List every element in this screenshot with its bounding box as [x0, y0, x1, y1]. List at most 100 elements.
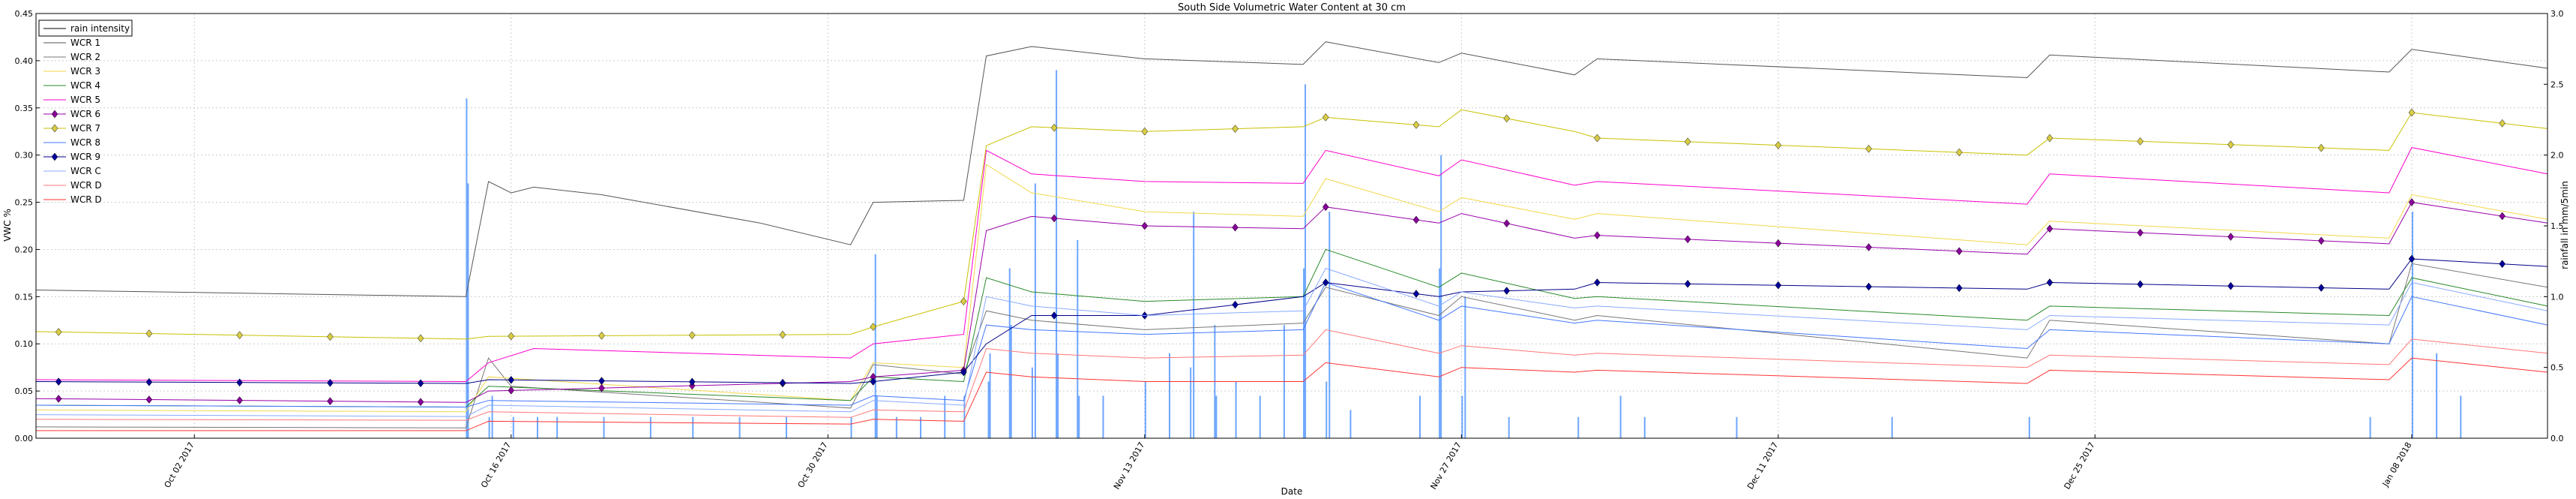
series-marker-7: [2317, 143, 2325, 152]
y-tick-label: 0.30: [15, 151, 34, 161]
y-tick-label: 0.10: [15, 339, 34, 349]
legend-label: rain intensity: [70, 23, 130, 34]
rain-bar: [1440, 155, 1442, 438]
rain-bar: [491, 395, 493, 438]
series-marker-9: [1503, 287, 1511, 295]
series-marker-6: [598, 383, 605, 392]
series-marker-7: [55, 328, 62, 336]
series-marker-6: [1232, 223, 1239, 232]
series-marker-7: [1955, 148, 1963, 157]
series-marker-9: [236, 378, 243, 387]
series-marker-6: [1955, 247, 1963, 256]
rain-bar: [1056, 70, 1058, 438]
series-marker-6: [2499, 212, 2506, 221]
series-marker-7: [1232, 125, 1239, 134]
legend-label: WCR 7: [70, 123, 100, 134]
rain-bar: [1235, 381, 1237, 438]
series-marker-9: [1594, 278, 1601, 287]
series-marker-7: [598, 331, 605, 340]
legend-marker: [51, 152, 58, 161]
series-marker-9: [2227, 281, 2234, 290]
series-marker-6: [236, 396, 243, 404]
rain-bar: [1190, 367, 1192, 438]
rain-bar: [692, 416, 694, 438]
series-marker-7: [1594, 134, 1601, 143]
rain-bar: [874, 254, 876, 438]
rain-bar: [2436, 353, 2438, 438]
rain-bar: [2369, 416, 2371, 438]
legend-label: WCR C: [70, 166, 101, 176]
rain-bar: [1304, 84, 1307, 438]
rain-bar: [603, 416, 605, 438]
series-marker-6: [417, 398, 424, 407]
series-marker-9: [2137, 280, 2144, 289]
series-line-1: [35, 41, 2548, 297]
rain-bar: [466, 98, 468, 438]
rain-bar: [1008, 268, 1011, 438]
y2-tick-label: 0.0: [2551, 434, 2564, 443]
rain-bar: [895, 416, 897, 438]
y-tick-label: 0.00: [15, 434, 34, 443]
series-marker-9: [2317, 284, 2325, 292]
series-marker-7: [870, 323, 876, 331]
series-marker-9: [870, 377, 876, 386]
rain-bar: [1057, 353, 1059, 438]
y2-tick-label: 1.5: [2551, 221, 2564, 231]
series-line-3: [35, 164, 2548, 413]
series-marker-7: [2227, 140, 2234, 149]
series-marker-6: [1865, 243, 1872, 251]
series-line-7: [35, 109, 2548, 340]
rain-bars: [466, 70, 2462, 438]
series-marker-6: [2137, 228, 2144, 237]
rain-bar: [1259, 395, 1261, 438]
rain-bar: [1215, 395, 1218, 438]
series-line-8: [35, 281, 2548, 408]
legend-marker: [51, 124, 58, 133]
series-marker-7: [417, 334, 424, 343]
rain-bar: [467, 183, 469, 438]
series-marker-9: [55, 377, 62, 386]
rain-bar: [1643, 416, 1646, 438]
rain-bar: [920, 416, 922, 438]
rain-bar: [1325, 381, 1328, 438]
legend-box: [38, 20, 133, 37]
rain-bar: [1891, 416, 1893, 438]
y-tick-label: 0.35: [15, 104, 34, 113]
legend-label: WCR 2: [70, 52, 100, 62]
y-tick-label: 0.25: [15, 198, 34, 208]
series-marker-7: [1322, 113, 1329, 122]
series-marker-9: [960, 368, 967, 377]
rain-bar: [850, 416, 852, 438]
series-marker-9: [1865, 282, 1872, 291]
rain-bar: [944, 395, 946, 438]
rain-bar: [1328, 212, 1331, 438]
series-marker-9: [2499, 260, 2506, 269]
series-marker-6: [1775, 239, 1782, 248]
y-tick-label: 0.20: [15, 245, 34, 254]
series-marker-7: [960, 297, 967, 306]
series-line-2: [35, 263, 2548, 428]
series-line-4: [35, 248, 2548, 408]
series-line-12: [36, 357, 2548, 431]
y-tick-label: 0.40: [15, 56, 34, 66]
series-marker-7: [1865, 144, 1872, 153]
series-marker-6: [2227, 233, 2234, 241]
x-axis-label: Date: [1281, 486, 1303, 497]
series-marker-9: [508, 375, 515, 384]
rain-bar: [2460, 395, 2462, 438]
y2-tick-label: 2.0: [2551, 151, 2564, 161]
series-marker-9: [1955, 284, 1963, 293]
series-marker-7: [779, 330, 786, 339]
series-marker-7: [508, 332, 515, 341]
rain-bar: [738, 416, 741, 438]
series-marker-9: [1050, 311, 1058, 320]
series-line-5: [35, 147, 2548, 383]
legend-label: WCR D: [70, 180, 102, 191]
rain-bar: [987, 381, 990, 438]
series-line-11: [35, 329, 2548, 421]
series-marker-6: [1050, 214, 1058, 223]
legend-label: WCR 9: [70, 152, 100, 162]
y-tick-label: 0.15: [15, 292, 34, 302]
rain-bar: [963, 395, 966, 438]
